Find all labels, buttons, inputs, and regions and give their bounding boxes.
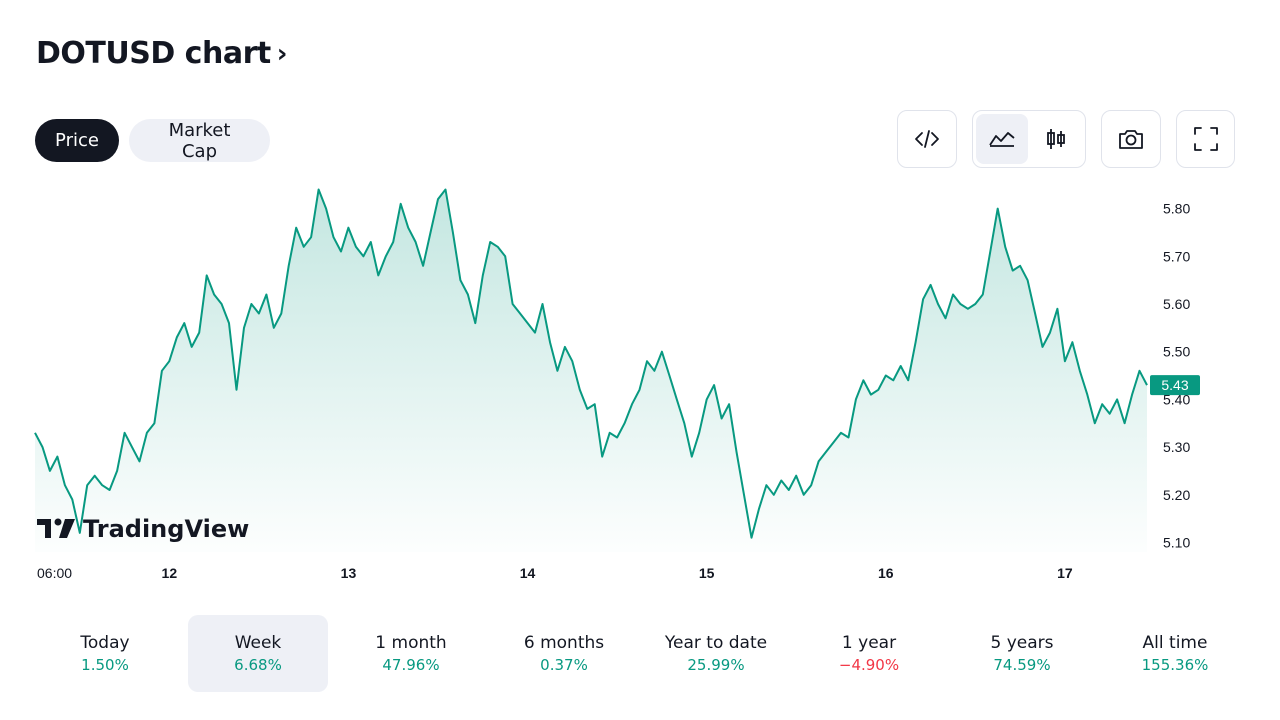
period-change-value: 6.68% [234,656,282,674]
y-tick-label: 5.70 [1163,248,1190,264]
period-label: 1 month [375,633,447,653]
period-selector: Today 1.50% Week 6.68% 1 month 47.96% 6 months… [35,615,1245,692]
area-chart-button[interactable] [976,114,1028,164]
period-label: Week [234,633,282,653]
x-tick-label: 13 [341,565,357,581]
period-label: Today [80,633,130,653]
x-tick-label: 06:00 [37,565,72,581]
embed-button[interactable] [897,110,957,168]
period-change-value: 1.50% [81,656,129,674]
x-tick-label: 15 [699,565,715,581]
y-tick-label: 5.40 [1163,391,1190,407]
period-2[interactable]: 1 month 47.96% [341,615,481,692]
area-chart-icon [989,132,1015,147]
period-change-value: 0.37% [540,656,588,674]
period-label: 5 years [990,633,1054,653]
period-change-value: 155.36% [1141,656,1209,674]
x-tick-label: 14 [520,565,536,581]
period-5[interactable]: 1 year −4.90% [799,615,939,692]
period-4[interactable]: Year to date 25.99% [646,615,786,692]
period-change-value: 25.99% [687,656,745,674]
chevron-right-icon: › [276,38,288,69]
current-price-badge: 5.43 [1150,375,1200,396]
period-change-value: −4.90% [838,656,900,674]
y-tick-label: 5.30 [1163,439,1190,455]
period-label: 6 months [523,633,605,653]
price-area-fill [35,189,1147,552]
screenshot-button[interactable] [1101,110,1161,168]
y-tick-label: 5.80 [1163,201,1190,217]
period-change-value: 74.59% [993,656,1051,674]
tab-market-cap[interactable]: Market Cap [129,119,270,162]
y-tick-label: 5.60 [1163,296,1190,312]
tradingview-logo-icon [37,518,75,538]
x-tick-label: 12 [162,565,178,581]
x-tick-label: 17 [1057,565,1073,581]
tab-price[interactable]: Price [35,119,119,162]
y-tick-label: 5.20 [1163,487,1190,503]
page-title-text: DOTUSD chart [36,36,271,71]
chart-style-toggle [972,110,1086,168]
current-price-label: 5.43 [1161,377,1188,393]
period-0[interactable]: Today 1.50% [35,615,175,692]
period-3[interactable]: 6 months 0.37% [494,615,634,692]
period-label: Year to date [664,633,768,653]
tradingview-wordmark: TradingView [83,515,249,543]
period-label: All time [1142,633,1208,653]
candlestick-button[interactable] [1030,114,1082,164]
price-line [34,188,1148,539]
tradingview-watermark: TradingView [37,515,249,543]
fullscreen-button[interactable] [1176,110,1235,168]
page-title[interactable]: DOTUSD chart › [36,36,287,71]
fullscreen-icon [1193,127,1218,151]
price-chart[interactable]: 5.10 5.20 5.30 5.40 5.50 5.60 5.70 5.80 06:00 12… [0,180,1280,590]
period-label: 1 year [841,633,897,653]
y-tick-label: 5.50 [1163,344,1190,360]
x-tick-label: 16 [878,565,894,581]
period-6[interactable]: 5 years 74.59% [952,615,1092,692]
y-tick-label: 5.10 [1163,534,1190,550]
period-1[interactable]: Week 6.68% [188,615,328,692]
embed-code-icon [915,130,939,148]
period-change-value: 47.96% [382,656,440,674]
candlestick-icon [1047,129,1065,149]
period-7[interactable]: All time 155.36% [1105,615,1245,692]
camera-icon [1119,130,1143,149]
